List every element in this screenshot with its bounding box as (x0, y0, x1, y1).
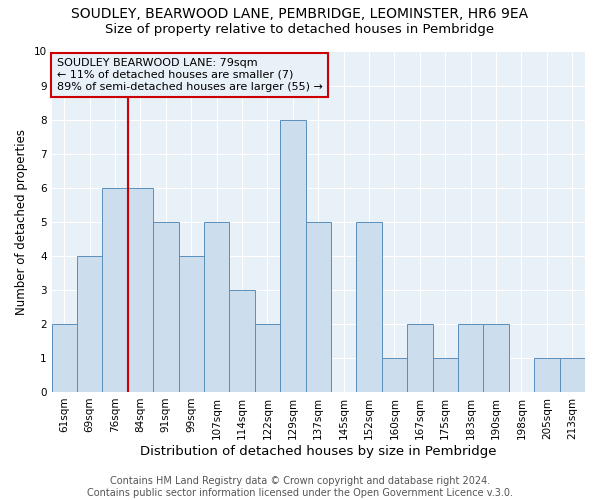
Bar (534, 358, 560, 392)
Bar (280, 120, 305, 392)
Text: Contains HM Land Registry data © Crown copyright and database right 2024.
Contai: Contains HM Land Registry data © Crown c… (87, 476, 513, 498)
Text: Size of property relative to detached houses in Pembridge: Size of property relative to detached ho… (106, 22, 494, 36)
Bar (484, 324, 509, 392)
Bar (103, 188, 128, 392)
X-axis label: Distribution of detached houses by size in Pembridge: Distribution of detached houses by size … (140, 444, 497, 458)
Bar (458, 324, 484, 392)
Bar (255, 324, 280, 392)
Bar (382, 358, 407, 392)
Bar (560, 358, 585, 392)
Bar (179, 256, 204, 392)
Bar (356, 222, 382, 392)
Bar (407, 324, 433, 392)
Bar (77, 256, 103, 392)
Text: SOUDLEY, BEARWOOD LANE, PEMBRIDGE, LEOMINSTER, HR6 9EA: SOUDLEY, BEARWOOD LANE, PEMBRIDGE, LEOMI… (71, 8, 529, 22)
Bar (305, 222, 331, 392)
Bar (229, 290, 255, 392)
Bar (204, 222, 229, 392)
Bar (153, 222, 179, 392)
Bar (128, 188, 153, 392)
Text: SOUDLEY BEARWOOD LANE: 79sqm
← 11% of detached houses are smaller (7)
89% of sem: SOUDLEY BEARWOOD LANE: 79sqm ← 11% of de… (57, 58, 323, 92)
Bar (433, 358, 458, 392)
Y-axis label: Number of detached properties: Number of detached properties (15, 128, 28, 314)
Bar (52, 324, 77, 392)
